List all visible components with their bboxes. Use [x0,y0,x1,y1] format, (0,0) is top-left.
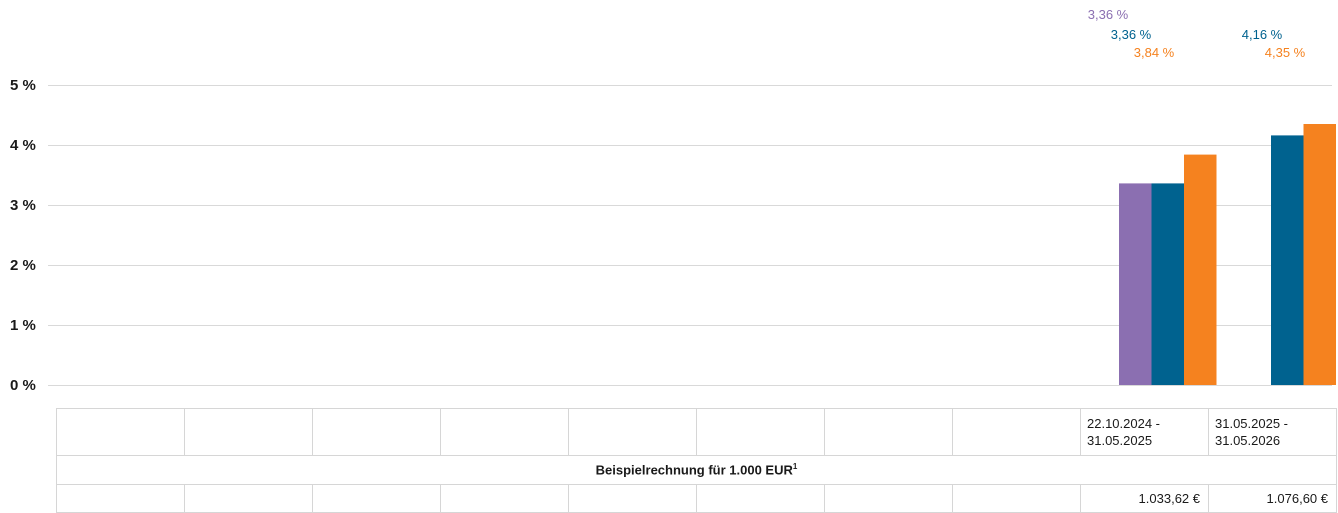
period-end: 31.05.2025 [1087,433,1153,448]
footnote-marker: 1 [792,462,798,472]
y-tick-label: 5 % [10,77,36,94]
period-cell [952,408,1081,456]
data-label: 3,36 % [1088,7,1129,22]
period-cell [824,408,953,456]
period-end: 31.05.2026 [1215,433,1281,448]
bar [1151,183,1184,385]
bar [1303,124,1336,385]
period-cell: 22.10.2024 - 31.05.2025 [1080,408,1209,456]
data-label: 3,36 % [1111,27,1152,42]
period-cell [56,408,185,456]
period-table: 22.10.2024 -31.05.2025 31.05.2025 -31.05.… [56,408,1337,513]
example-calculation-title-text: Beispielrechnung für 1.000 EUR [595,462,793,478]
period-start: 31.05.2025 - [1215,416,1289,431]
period-start: 22.10.2024 - [1087,416,1161,431]
value-cell: 1.076,60 € [1208,484,1337,513]
value-cell [440,484,569,513]
y-tick-label: 0 % [10,377,36,394]
period-cell [184,408,313,456]
data-label: 4,16 % [1242,27,1283,42]
value-row: 1.033,62 €1.076,60 € [56,484,1337,513]
period-cell [312,408,441,456]
y-tick-label: 1 % [10,317,36,334]
period-row: 22.10.2024 -31.05.2025 31.05.2025 -31.05.… [56,408,1337,456]
example-calculation-title: Beispielrechnung für 1.000 EUR1 [56,455,1337,485]
bar-chart: 0 % 1 % 2 % 3 % 4 % 5 % 3,36 % 3,36 % 3,84 % 4,16… [10,7,1336,394]
data-label: 4,35 % [1265,45,1306,60]
y-tick-label: 3 % [10,197,36,214]
bar [1271,135,1304,385]
value-cell [568,484,697,513]
bar [1184,154,1217,385]
period-cell [568,408,697,456]
y-tick-label: 4 % [10,137,36,154]
value-cell [312,484,441,513]
period-cell [440,408,569,456]
bar [1119,183,1152,385]
period-cell: 31.05.2025 - 31.05.2026 [1208,408,1337,456]
value-cell [696,484,825,513]
value-cell [56,484,185,513]
value-cell [184,484,313,513]
value-cell [952,484,1081,513]
data-label: 3,84 % [1134,45,1175,60]
value-cell: 1.033,62 € [1080,484,1209,513]
value-cell [824,484,953,513]
y-tick-label: 2 % [10,257,36,274]
period-cell [696,408,825,456]
example-title-row: Beispielrechnung für 1.000 EUR1 [56,455,1337,485]
